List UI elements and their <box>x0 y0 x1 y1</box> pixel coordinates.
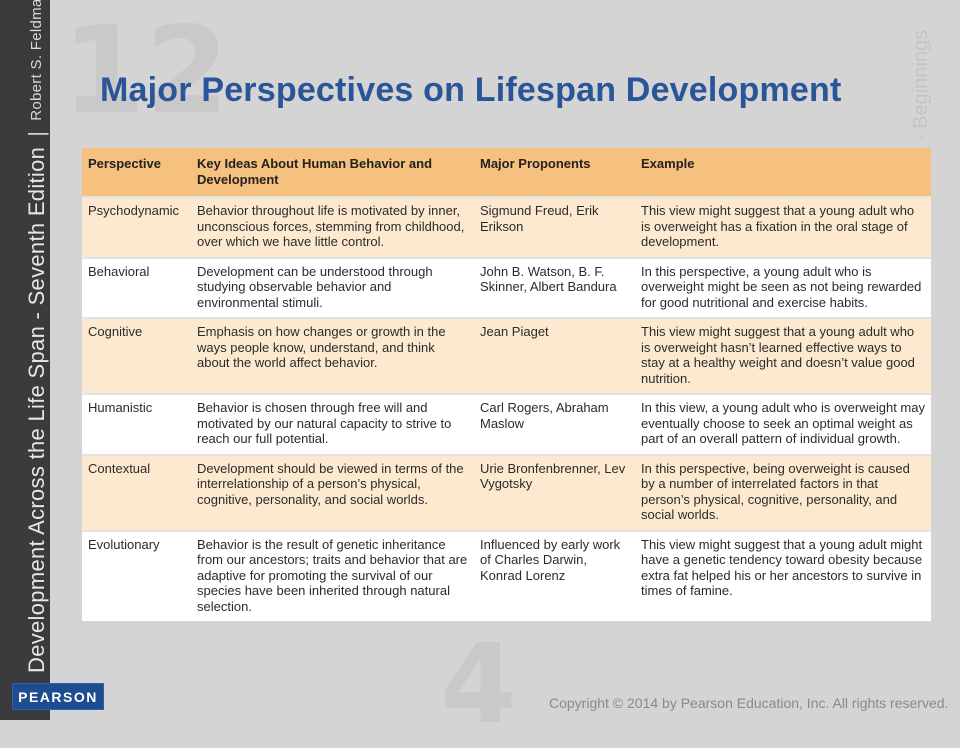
cell-key-ideas: Behavior is chosen through free will and… <box>191 393 474 455</box>
cell-proponents: John B. Watson, B. F. Skinner, Albert Ba… <box>474 256 635 318</box>
table-row: Behavioral Development can be understood… <box>82 256 931 318</box>
header-key-ideas: Key Ideas About Human Behavior and Devel… <box>191 148 474 197</box>
cell-perspective: Contextual <box>82 453 191 531</box>
table-row: Contextual Development should be viewed … <box>82 453 931 531</box>
background-number-bottom: 4 <box>440 620 517 748</box>
table-row: Humanistic Behavior is chosen through fr… <box>82 393 931 455</box>
cell-perspective: Humanistic <box>82 393 191 455</box>
author-name: Robert S. Feldman <box>28 0 45 121</box>
cell-perspective: Cognitive <box>82 317 191 394</box>
table-header-row: Perspective Key Ideas About Human Behavi… <box>82 148 931 197</box>
cell-perspective: Psychodynamic <box>82 196 191 258</box>
cell-proponents: Jean Piaget <box>474 317 635 394</box>
background-number-top: 12 <box>62 2 229 141</box>
table-row: Cognitive Emphasis on how changes or gro… <box>82 317 931 394</box>
cell-key-ideas: Development should be viewed in terms of… <box>191 453 474 531</box>
book-title: Development Across the Life Span - Seven… <box>24 146 49 673</box>
header-major-proponents: Major Proponents <box>474 148 635 197</box>
cell-proponents: Carl Rogers, Abraham Maslow <box>474 393 635 455</box>
cell-perspective: Evolutionary <box>82 529 191 621</box>
table-row: Evolutionary Behavior is the result of g… <box>82 529 931 621</box>
book-title-vertical: Development Across the Life Span - Seven… <box>24 0 49 673</box>
cell-example: This view might suggest that a young adu… <box>635 529 931 621</box>
cell-example: This view might suggest that a young adu… <box>635 196 931 258</box>
cell-example: This view might suggest that a young adu… <box>635 317 931 394</box>
cell-proponents: Urie Bronfenbrenner, Lev Vygotsky <box>474 453 635 531</box>
header-perspective: Perspective <box>82 148 191 197</box>
cell-example: In this perspective, a young adult who i… <box>635 256 931 318</box>
perspectives-table-container: Perspective Key Ideas About Human Behavi… <box>82 148 931 621</box>
cell-key-ideas: Behavior is the result of genetic inheri… <box>191 529 474 621</box>
title-separator: | <box>24 130 49 137</box>
pearson-logo: PEARSON <box>12 683 104 710</box>
cell-perspective: Behavioral <box>82 256 191 318</box>
cell-key-ideas: Emphasis on how changes or growth in the… <box>191 317 474 394</box>
cell-key-ideas: Development can be understood through st… <box>191 256 474 318</box>
header-example: Example <box>635 148 931 197</box>
perspectives-table: Perspective Key Ideas About Human Behavi… <box>82 148 931 621</box>
cell-key-ideas: Behavior throughout life is motivated by… <box>191 196 474 258</box>
cell-proponents: Sigmund Freud, Erik Erikson <box>474 196 635 258</box>
sidebar: Development Across the Life Span - Seven… <box>0 0 50 720</box>
table-row: Psychodynamic Behavior throughout life i… <box>82 196 931 258</box>
copyright-notice: Copyright © 2014 by Pearson Education, I… <box>549 695 949 711</box>
cell-example: In this view, a young adult who is overw… <box>635 393 931 455</box>
cell-example: In this perspective, being overweight is… <box>635 453 931 531</box>
slide-title: Major Perspectives on Lifespan Developme… <box>100 71 842 109</box>
cell-proponents: Influenced by early work of Charles Darw… <box>474 529 635 621</box>
